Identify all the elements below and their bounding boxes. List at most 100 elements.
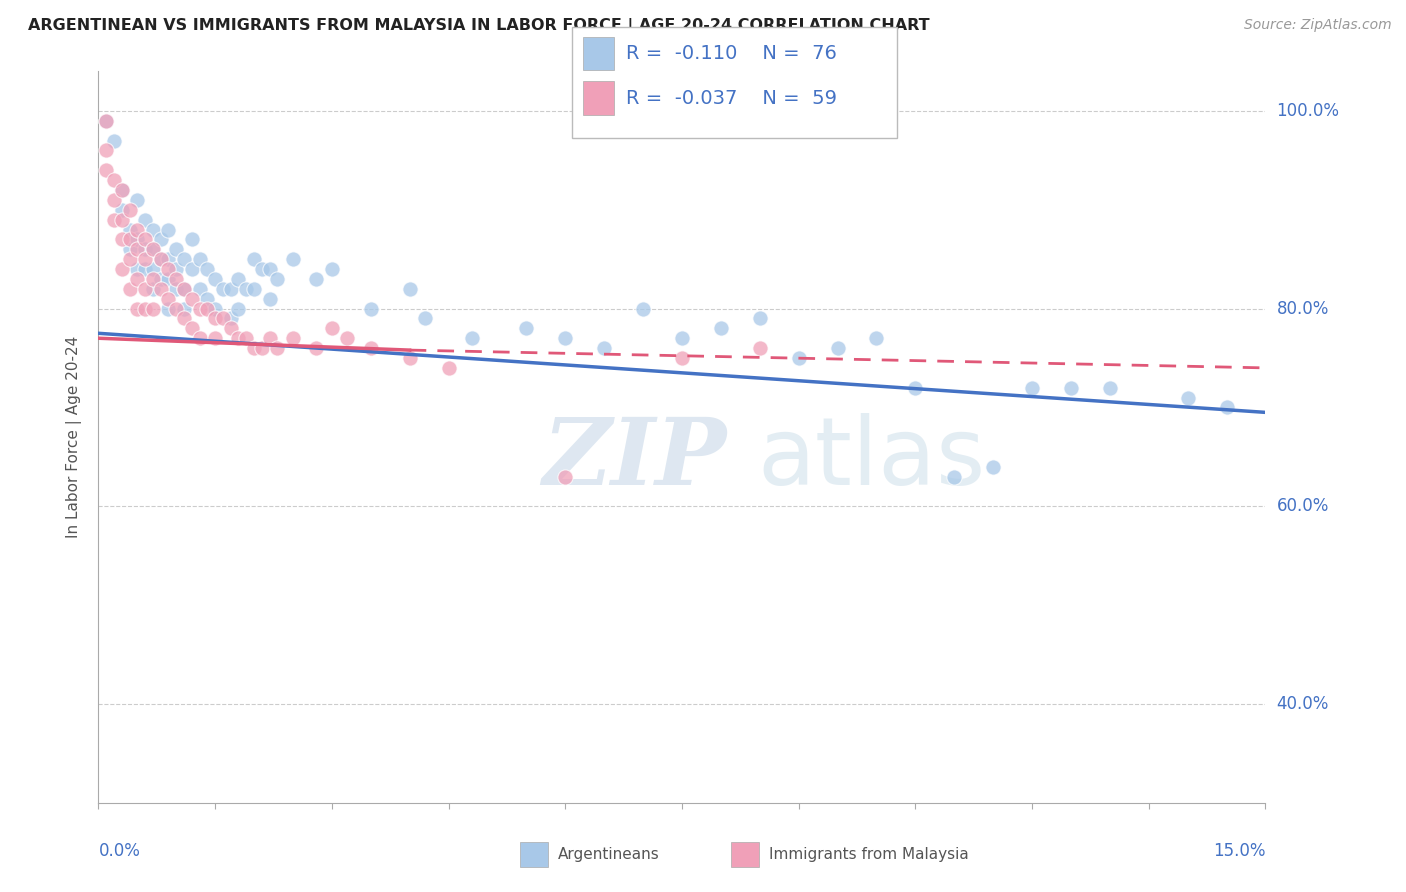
Point [180, 321, 202, 335]
Point [111, 212, 134, 227]
Point [134, 252, 156, 267]
Point [142, 222, 165, 236]
Point [180, 232, 202, 246]
Point [321, 321, 343, 335]
Point [173, 301, 195, 316]
Point [243, 341, 266, 355]
Point [103, 193, 125, 207]
Point [461, 331, 484, 345]
Point [173, 252, 195, 267]
Text: 80.0%: 80.0% [1277, 300, 1329, 318]
Point [142, 282, 165, 296]
Point [165, 272, 187, 286]
Text: 0.0%: 0.0% [98, 842, 141, 860]
Point [748, 311, 770, 326]
Point [142, 242, 165, 256]
Point [134, 212, 156, 227]
Point [235, 331, 257, 345]
Point [398, 351, 420, 365]
Point [134, 242, 156, 256]
Point [204, 272, 226, 286]
Point [188, 282, 211, 296]
Point [1021, 381, 1043, 395]
Point [336, 331, 359, 345]
Point [228, 301, 250, 316]
Text: atlas: atlas [758, 413, 986, 505]
Point [671, 331, 693, 345]
Point [134, 301, 156, 316]
Point [157, 222, 180, 236]
Point [1215, 401, 1237, 415]
Point [188, 331, 211, 345]
Text: 15.0%: 15.0% [1213, 842, 1265, 860]
Point [865, 331, 887, 345]
Point [127, 242, 149, 256]
Point [127, 301, 149, 316]
Point [219, 282, 242, 296]
Text: Immigrants from Malaysia: Immigrants from Malaysia [769, 847, 969, 862]
Point [981, 459, 1004, 474]
Point [118, 242, 141, 256]
Point [111, 183, 134, 197]
Point [204, 331, 226, 345]
Point [142, 262, 165, 277]
Point [235, 282, 257, 296]
Point [149, 252, 172, 267]
Point [228, 331, 250, 345]
Point [165, 262, 187, 277]
Point [127, 222, 149, 236]
Text: 100.0%: 100.0% [1277, 102, 1340, 120]
Point [281, 331, 304, 345]
Point [554, 469, 576, 483]
Text: R =  -0.110    N =  76: R = -0.110 N = 76 [626, 44, 837, 63]
Point [165, 301, 187, 316]
Point [111, 262, 134, 277]
Point [243, 282, 266, 296]
Point [515, 321, 537, 335]
Point [398, 282, 420, 296]
Point [173, 282, 195, 296]
Point [134, 262, 156, 277]
Point [118, 232, 141, 246]
Point [204, 301, 226, 316]
Point [157, 252, 180, 267]
Text: 40.0%: 40.0% [1277, 695, 1329, 713]
Point [593, 341, 616, 355]
Point [250, 262, 273, 277]
Point [118, 252, 141, 267]
Point [157, 272, 180, 286]
Point [1060, 381, 1083, 395]
Point [710, 321, 733, 335]
Point [118, 282, 141, 296]
Point [149, 232, 172, 246]
Point [180, 292, 202, 306]
Point [631, 301, 654, 316]
Point [127, 272, 149, 286]
Point [180, 262, 202, 277]
Point [321, 262, 343, 277]
Point [212, 311, 235, 326]
Point [219, 321, 242, 335]
Text: ARGENTINEAN VS IMMIGRANTS FROM MALAYSIA IN LABOR FORCE | AGE 20-24 CORRELATION C: ARGENTINEAN VS IMMIGRANTS FROM MALAYSIA … [28, 18, 929, 34]
Point [96, 144, 118, 158]
Point [243, 252, 266, 267]
Point [157, 262, 180, 277]
Point [127, 232, 149, 246]
Point [149, 252, 172, 267]
Point [127, 262, 149, 277]
Point [149, 282, 172, 296]
Point [259, 292, 281, 306]
Point [827, 341, 849, 355]
Point [103, 212, 125, 227]
Point [250, 341, 273, 355]
Point [134, 282, 156, 296]
Point [134, 232, 156, 246]
Point [111, 232, 134, 246]
Point [111, 202, 134, 217]
Point [904, 381, 927, 395]
Point [165, 282, 187, 296]
Point [195, 292, 218, 306]
Point [142, 242, 165, 256]
Point [305, 272, 328, 286]
Point [554, 331, 576, 345]
